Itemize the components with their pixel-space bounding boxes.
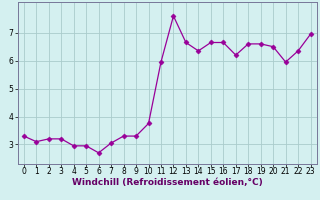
X-axis label: Windchill (Refroidissement éolien,°C): Windchill (Refroidissement éolien,°C)	[72, 178, 263, 187]
